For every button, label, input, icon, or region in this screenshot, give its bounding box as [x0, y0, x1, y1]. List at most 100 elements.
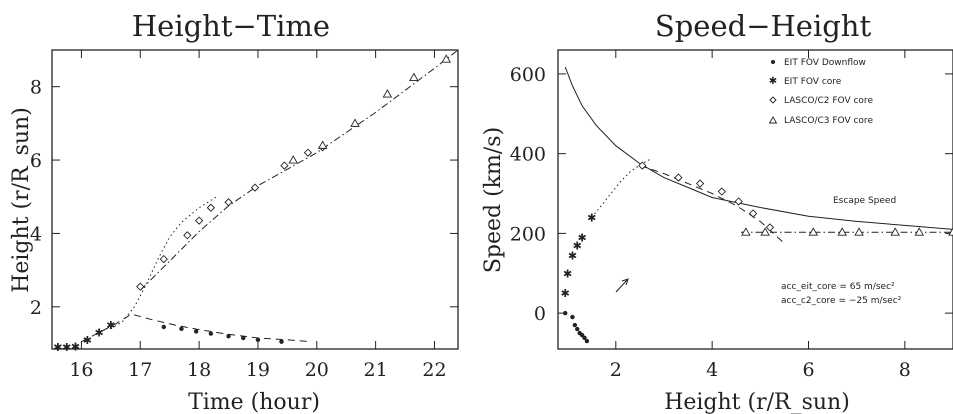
- legend-triangle-marker: [768, 116, 778, 124]
- data-point-diamond: [717, 187, 726, 196]
- data-point-dot: [179, 326, 184, 332]
- legend-star-marker: ✱: [769, 76, 777, 87]
- y-tick-label: 6: [30, 150, 42, 172]
- y-tick-label: 2: [30, 297, 42, 319]
- speed-height-panel: Speed−Height Height (r/R_sun) Speed (km/…: [481, 9, 953, 414]
- data-point-triangle: [741, 227, 751, 236]
- y-tick-label: 4: [30, 223, 42, 245]
- annotation-arrow-shaft: [615, 279, 628, 293]
- data-point-star: ✱: [561, 287, 570, 300]
- data-point-diamond: [194, 216, 204, 225]
- data-point-dot: [279, 339, 284, 344]
- data-point-diamond: [303, 148, 313, 157]
- data-point-triangle: [409, 72, 419, 81]
- data-point-star: ✱: [568, 249, 577, 262]
- data-point-dot: [208, 331, 214, 336]
- x-tick-label: 4: [706, 359, 718, 381]
- series-line-dotted: [110, 196, 218, 330]
- left-plot-frame: [51, 49, 459, 350]
- legend-label-eit-core: EIT FOV core: [784, 77, 842, 87]
- data-point-star: ✱: [587, 211, 596, 224]
- acc-eit-annotation: acc_eit_core = 65 m/sec²: [781, 282, 895, 292]
- series-line-dashed: [81, 313, 311, 343]
- legend-label-c2-core: LASCO/C2 FOV core: [784, 96, 873, 106]
- data-point-triangle: [914, 227, 925, 236]
- data-point-dot: [255, 337, 261, 343]
- x-tick-label: 2: [610, 359, 622, 381]
- data-point-dot: [575, 326, 580, 332]
- data-point-triangle: [288, 155, 299, 164]
- data-point-star: ✱: [53, 341, 62, 354]
- data-point-star: ✱: [94, 326, 103, 339]
- data-point-dot: [570, 314, 575, 320]
- data-point-diamond: [734, 197, 743, 206]
- x-tick-label: 16: [69, 359, 93, 381]
- data-point-dot: [241, 335, 246, 341]
- data-point-star: ✱: [83, 334, 92, 347]
- y-tick-label: 8: [30, 77, 42, 99]
- x-tick-label: 6: [802, 359, 814, 381]
- escape-speed-annotation: Escape Speed: [833, 196, 896, 206]
- acc-c2-annotation: acc_c2_core = −25 m/sec²: [781, 296, 902, 306]
- data-point-triangle: [760, 227, 770, 236]
- data-point-star: ✱: [106, 319, 115, 332]
- series-line-dash-dot: [139, 49, 459, 291]
- legend-label-c3-core: LASCO/C3 FOV core: [784, 116, 873, 126]
- y-tick-label: 0: [534, 303, 546, 325]
- data-point-triangle: [854, 227, 864, 236]
- series-line-dotted: [591, 159, 650, 218]
- left-chart-title: Height−Time: [132, 9, 330, 43]
- y-tick-label: 400: [510, 144, 546, 166]
- data-point-diamond: [695, 179, 705, 188]
- x-tick-label: 17: [128, 359, 152, 381]
- data-point-diamond: [159, 254, 168, 264]
- data-point-triangle: [382, 89, 393, 98]
- data-point-triangle: [890, 227, 900, 236]
- legend-diamond-marker: [769, 96, 777, 104]
- x-tick-label: 19: [246, 359, 270, 381]
- right-y-axis-label: Speed (km/s): [481, 127, 506, 273]
- legend-dot-marker: [771, 60, 775, 64]
- x-tick-label: 8: [899, 359, 911, 381]
- data-point-dot: [572, 322, 578, 328]
- x-tick-label: 21: [364, 359, 388, 381]
- data-point-dot: [584, 338, 590, 344]
- data-point-triangle: [837, 227, 847, 236]
- data-point-dot: [193, 329, 199, 334]
- x-tick-label: 22: [422, 359, 446, 381]
- data-point-diamond: [765, 223, 775, 232]
- height-time-panel: Height−Time Time (hour) Height (r/R_sun)…: [9, 9, 459, 414]
- data-point-diamond: [674, 173, 683, 182]
- series-line-dashed: [639, 165, 785, 244]
- right-x-axis-label: Height (r/R_sun): [664, 390, 850, 414]
- data-point-diamond: [136, 282, 145, 291]
- data-point-triangle: [350, 118, 360, 127]
- y-tick-label: 600: [510, 64, 546, 86]
- data-point-star: ✱: [563, 267, 572, 280]
- right-plot-frame: [557, 49, 953, 350]
- x-tick-label: 20: [305, 359, 329, 381]
- series-line-solid: [564, 66, 953, 230]
- data-point-triangle: [441, 54, 452, 63]
- data-point-diamond: [224, 198, 233, 207]
- left-x-axis-label: Time (hour): [188, 390, 320, 414]
- data-point-triangle: [948, 227, 953, 236]
- annotation-arrow-head: [621, 278, 629, 286]
- data-point-star: ✱: [62, 341, 71, 354]
- data-point-dot: [161, 324, 166, 330]
- legend: EIT FOV Downflow ✱ EIT FOV core LASCO/C2…: [768, 58, 873, 126]
- data-point-diamond: [183, 231, 192, 240]
- x-tick-label: 18: [187, 359, 211, 381]
- data-point-diamond: [206, 203, 216, 212]
- data-point-diamond: [250, 183, 260, 192]
- data-point-dot: [226, 333, 231, 339]
- y-tick-label: 200: [510, 223, 546, 245]
- data-point-diamond: [280, 161, 289, 170]
- right-chart-title: Speed−Height: [655, 9, 872, 43]
- data-point-star: ✱: [573, 239, 582, 252]
- data-point-dot: [582, 335, 587, 341]
- legend-label-downflow: EIT FOV Downflow: [784, 58, 866, 68]
- data-point-diamond: [748, 209, 758, 218]
- data-point-star: ✱: [577, 231, 586, 244]
- data-point-diamond: [638, 161, 647, 170]
